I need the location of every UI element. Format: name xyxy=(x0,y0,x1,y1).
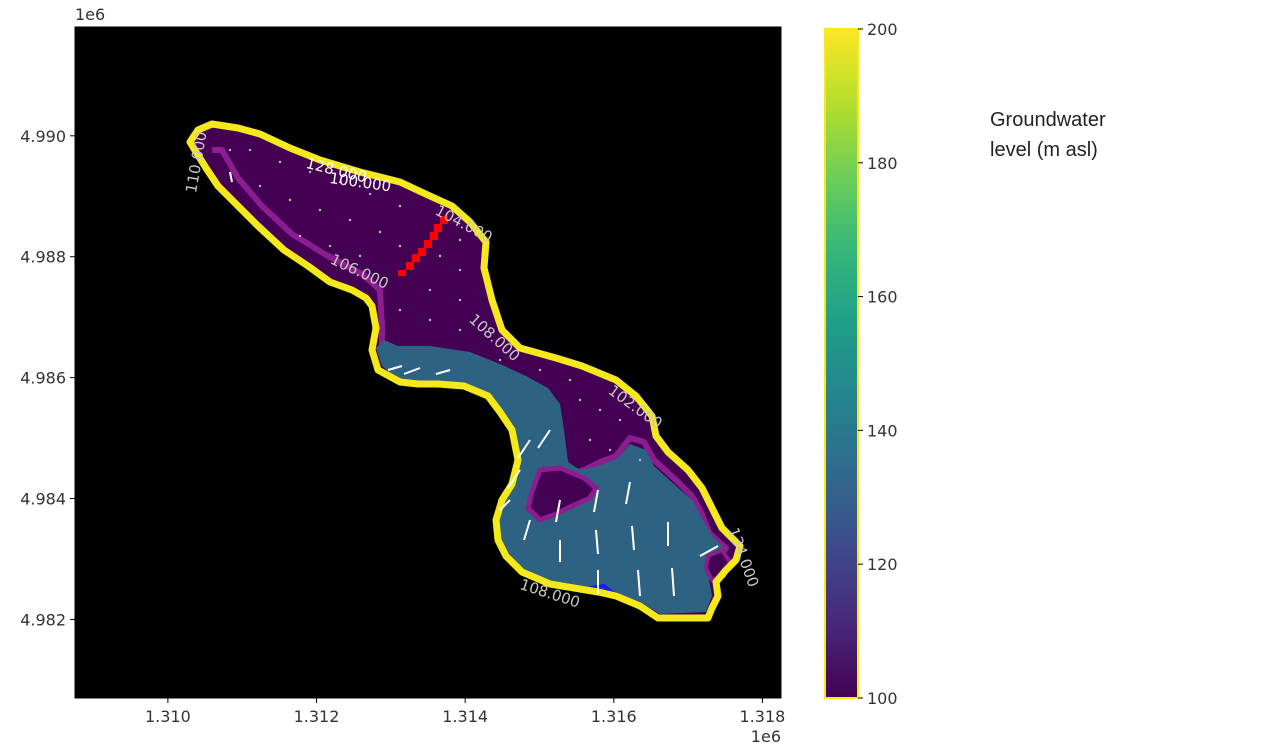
colorbar-tick-label: 200 xyxy=(867,20,898,39)
x-offset-label: 1e6 xyxy=(751,727,781,746)
catchment-outline xyxy=(186,120,744,622)
river-cells xyxy=(398,216,448,276)
y-offset-label: 1e6 xyxy=(75,5,105,24)
colorbar xyxy=(824,28,859,699)
flow-dots xyxy=(228,148,642,462)
x-tick-label: 1.316 xyxy=(591,707,637,726)
y-tick-label: 4.986 xyxy=(20,369,66,388)
y-axis: 4.982 4.984 4.986 4.988 4.990 xyxy=(20,127,75,629)
flow-arrows xyxy=(229,171,719,597)
x-tick-label: 1.314 xyxy=(442,707,488,726)
y-tick-label: 4.984 xyxy=(20,490,66,509)
colorbar-tick-label: 100 xyxy=(867,689,898,708)
x-tick-label: 1.318 xyxy=(740,707,786,726)
catchment-map xyxy=(186,120,744,622)
x-tick-label: 1.310 xyxy=(145,707,191,726)
colorbar-label: Groundwater level (m asl) xyxy=(990,109,1106,161)
colorbar-tick-label: 120 xyxy=(867,555,898,574)
y-tick-label: 4.982 xyxy=(20,610,66,629)
y-tick-label: 4.988 xyxy=(20,248,66,267)
colorbar-tick-label: 180 xyxy=(867,154,898,173)
colorbar-ticks: 100 120 140 160 180 200 xyxy=(858,20,898,708)
y-tick-label: 4.990 xyxy=(20,127,66,146)
inner-purple-lobe xyxy=(525,465,600,523)
colorbar-tick-label: 160 xyxy=(867,288,898,307)
axes-frame xyxy=(74,26,782,699)
x-axis: 1.310 1.312 1.314 1.316 1.318 xyxy=(145,698,785,726)
colorbar-tick-label: 140 xyxy=(867,421,898,440)
x-tick-label: 1.312 xyxy=(294,707,340,726)
